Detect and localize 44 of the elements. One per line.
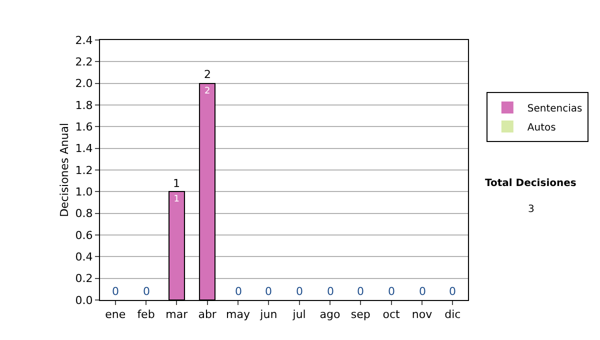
x-tick-label: jul (292, 308, 306, 322)
total-label: 0 (143, 285, 150, 298)
legend-label: Sentencias (527, 103, 582, 114)
x-tick-label: jun (259, 308, 278, 322)
text: 3 (528, 204, 534, 215)
x-tick-label: mar (166, 308, 188, 322)
y-tick-label: 0.6 (75, 228, 93, 242)
y-tick-label: 0.8 (75, 207, 93, 220)
y-tick-label: 0.2 (75, 272, 93, 286)
y-tick-label: 2.4 (75, 34, 93, 47)
x-tick-label: sep (350, 308, 370, 322)
data-label: 2 (204, 86, 210, 96)
total-label: 0 (419, 285, 426, 298)
total-label: 0 (235, 285, 242, 298)
x-tick-label: ago (320, 308, 340, 322)
x-tick-label: nov (412, 308, 433, 322)
y-tick-label: 1.6 (75, 120, 93, 134)
total-label: 0 (265, 285, 272, 298)
y-tick-label: 2.0 (75, 77, 93, 90)
y-tick-label: 1.0 (75, 186, 93, 199)
y-tick-label: 0.0 (75, 294, 93, 307)
total-label: 1 (173, 177, 180, 190)
legend-label: Autos (527, 122, 556, 134)
y-axis-title: Decisiones Anual (58, 122, 71, 218)
y-tick-label: 1.4 (75, 142, 93, 156)
total-label: 0 (388, 285, 395, 298)
data-label: 1 (174, 194, 180, 205)
x-tick-label: abr (198, 308, 217, 322)
total-label: 0 (449, 285, 456, 298)
y-tick-label: 0.4 (75, 250, 93, 264)
x-tick-label: may (226, 308, 250, 322)
x-tick-label: ene (105, 308, 126, 322)
total-label: 0 (357, 285, 364, 298)
x-tick-label: dic (444, 308, 461, 322)
y-tick-label: 1.8 (75, 98, 93, 112)
total-label: 0 (112, 285, 119, 298)
y-tick-label: 1.2 (75, 164, 93, 177)
total-label: 0 (327, 285, 334, 298)
y-tick-label: 2.2 (75, 56, 93, 69)
x-tick-label: oct (382, 308, 401, 322)
total-label: 0 (296, 285, 303, 298)
x-tick-label: feb (137, 308, 155, 322)
total-label: 2 (204, 68, 211, 81)
text: Total Decisiones (485, 178, 576, 189)
